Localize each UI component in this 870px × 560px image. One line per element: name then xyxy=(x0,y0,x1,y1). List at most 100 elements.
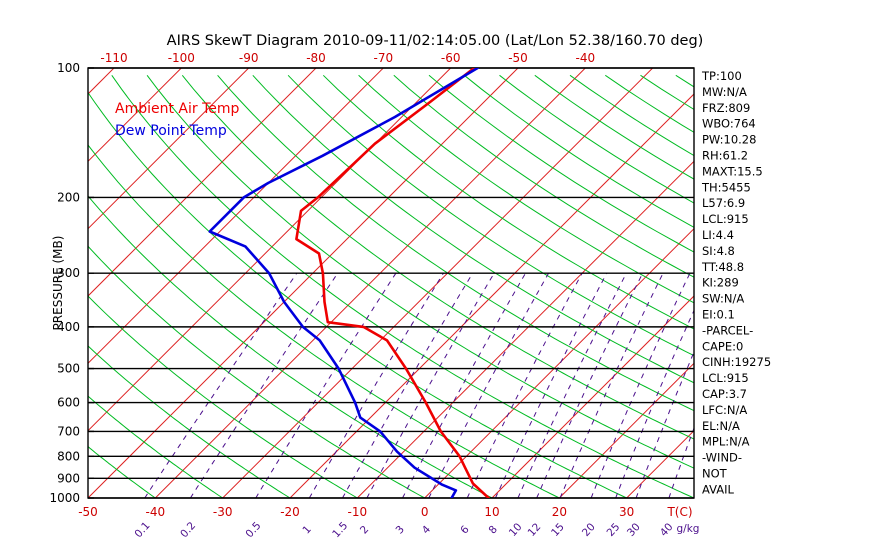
mixing-ratio-line xyxy=(635,350,694,498)
mixing-ratio-line xyxy=(255,272,397,498)
mixing-ratio-tick-label: 15 xyxy=(549,521,567,539)
mixing-ratio-tick-label: 40 xyxy=(658,521,676,539)
dry-adiabat-line xyxy=(393,74,694,278)
dewpoint-temp-curve xyxy=(208,68,479,498)
dry-adiabat-line xyxy=(88,245,425,498)
mixing-ratio-tick-label: 20 xyxy=(580,521,598,539)
mixing-ratio-line xyxy=(366,272,495,498)
pressure-tick-label: 900 xyxy=(57,471,80,485)
mixing-ratio-tick-label: 6 xyxy=(458,523,472,536)
dry-adiabat-line xyxy=(88,395,223,498)
legend-dewpoint-label: Dew Point Temp xyxy=(115,123,227,139)
sidebar-item-1: MW:N/A xyxy=(702,85,747,99)
mixing-ratio-line xyxy=(428,272,549,498)
dry-adiabat-line xyxy=(88,144,560,498)
sidebar-item-23: MPL:N/A xyxy=(702,435,750,449)
mixing-ratio-tick-label: 1 xyxy=(300,523,313,536)
sidebar-item-7: TH:5455 xyxy=(701,180,751,194)
mixing-ratio-line xyxy=(494,272,608,498)
isotherm-line xyxy=(88,68,519,498)
isotherm-line xyxy=(491,295,694,498)
grid-lines-group xyxy=(0,68,870,498)
sidebar-item-3: WBO:764 xyxy=(702,117,756,131)
isotherm-line xyxy=(88,68,317,297)
plot-frame xyxy=(87,67,695,499)
dry-adiabat-line xyxy=(217,74,694,412)
dry-adiabat-line xyxy=(88,295,358,498)
dry-adiabat-line xyxy=(746,75,870,498)
sidebar-item-19: LCL:915 xyxy=(702,371,749,385)
mixing-ratio-line xyxy=(559,272,664,498)
pressure-tick-label: 500 xyxy=(57,362,80,376)
dry-adiabat-line xyxy=(88,445,156,498)
mixing-ratio-tick-label: 0.5 xyxy=(243,520,263,540)
sidebar-item-16: -PARCEL- xyxy=(702,323,753,337)
sidebar-item-13: KI:289 xyxy=(702,276,739,290)
mixing-ratio-tick-label: 3 xyxy=(394,523,407,536)
bottom-temp-tick-label: 0 xyxy=(421,505,429,519)
dry-adiabat-line xyxy=(88,345,291,498)
sidebar-item-11: SI:4.8 xyxy=(702,244,735,258)
pressure-axis-title: PRESSURE (MB) xyxy=(51,236,65,331)
dry-adiabat-line xyxy=(146,74,694,469)
mixing-ratio-line xyxy=(308,272,444,498)
mixing-ratio-line xyxy=(189,272,339,498)
mixing-ratio-tick-label: 30 xyxy=(625,521,643,539)
sidebar-item-22: EL:N/A xyxy=(702,419,740,433)
dry-adiabat-line xyxy=(181,74,694,440)
isotherm-line xyxy=(289,93,694,498)
pressure-tick-label: 100 xyxy=(57,61,80,75)
top-temp-tick-label: -110 xyxy=(100,51,127,65)
sidebar-item-9: LCL:915 xyxy=(702,212,749,226)
legend-ambient-label: Ambient Air Temp xyxy=(115,101,240,117)
sidebar-item-5: RH:61.2 xyxy=(702,149,748,163)
bottom-temp-tick-label: -30 xyxy=(213,505,233,519)
mixing-ratio-line xyxy=(342,272,474,498)
pressure-tick-label: 600 xyxy=(57,396,80,410)
top-temp-tick-label: -100 xyxy=(168,51,195,65)
top-temp-tick-label: -90 xyxy=(239,51,259,65)
pressure-tick-label: 700 xyxy=(57,424,80,438)
isotherm-line xyxy=(424,227,694,498)
isotherm-line xyxy=(0,68,47,498)
ambient-temp-curve xyxy=(295,68,490,498)
page-title: AIRS SkewT Diagram 2010-09-11/02:14:05.0… xyxy=(167,33,704,49)
dry-adiabat-line xyxy=(111,75,694,498)
sidebar-item-4: PW:10.28 xyxy=(702,133,756,147)
isotherm-line xyxy=(761,68,870,498)
top-temp-tick-label: -40 xyxy=(576,51,596,65)
sidebar-item-8: L57:6.9 xyxy=(702,196,745,210)
mixing-ratio-tick-label: 25 xyxy=(605,521,623,539)
top-temp-tick-label: -50 xyxy=(508,51,528,65)
sidebar-item-18: CINH:19275 xyxy=(702,355,771,369)
isotherm-line xyxy=(88,68,182,163)
mixing-ratio-line xyxy=(402,272,526,498)
sidebar-item-10: LI:4.4 xyxy=(702,228,734,242)
pressure-tick-label: 300 xyxy=(57,266,80,280)
mixing-ratio-line xyxy=(144,272,298,498)
dry-adiabat-line xyxy=(88,195,493,498)
dry-adiabat-line xyxy=(358,74,694,304)
dry-adiabat-line xyxy=(88,91,627,498)
isotherm-line xyxy=(88,68,384,365)
mixing-ratio-axis-title: g/kg xyxy=(677,523,700,535)
bottom-temp-tick-label: -40 xyxy=(146,505,166,519)
dry-adiabat-line xyxy=(252,74,694,384)
top-temp-tick-label: -70 xyxy=(374,51,394,65)
mixing-ratio-tick-label: 12 xyxy=(526,521,544,539)
bottom-temp-tick-label: -10 xyxy=(348,505,368,519)
bottom-temp-tick-label: -20 xyxy=(280,505,300,519)
bottom-temp-tick-label: 10 xyxy=(484,505,499,519)
isotherm-line xyxy=(558,362,694,498)
pressure-tick-label: 1000 xyxy=(49,491,80,505)
mixing-ratio-line xyxy=(466,272,583,498)
bottom-temp-tick-label: 30 xyxy=(619,505,634,519)
sidebar-item-21: LFC:N/A xyxy=(702,403,747,417)
isotherm-line xyxy=(154,68,586,498)
top-temp-tick-label: -60 xyxy=(441,51,461,65)
isotherm-line xyxy=(356,160,694,498)
mixing-ratio-tick-label: 2 xyxy=(358,524,371,537)
dry-adiabat-line xyxy=(287,74,694,357)
